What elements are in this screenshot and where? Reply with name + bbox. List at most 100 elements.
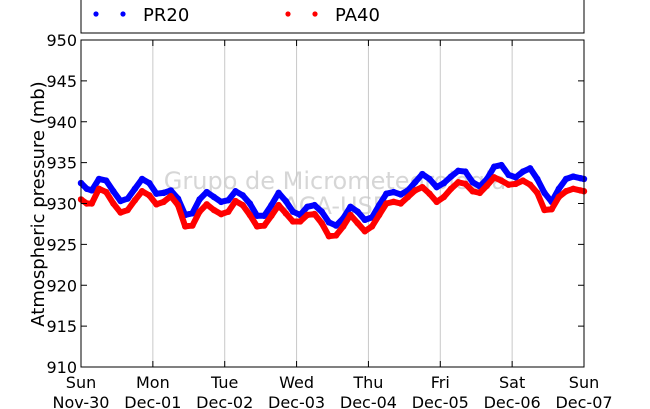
- data-point: [490, 163, 498, 170]
- data-point: [526, 181, 534, 188]
- data-point: [562, 188, 570, 195]
- data-point: [282, 197, 289, 205]
- data-point: [131, 197, 139, 204]
- data-point: [447, 173, 455, 180]
- data-point: [311, 210, 318, 218]
- data-point: [462, 168, 469, 175]
- data-point: [203, 188, 210, 196]
- data-point: [268, 201, 275, 209]
- data-point: [368, 223, 376, 230]
- data-point: [304, 203, 311, 210]
- data-point: [512, 174, 519, 181]
- data-point: [83, 185, 90, 192]
- data-point: [153, 190, 160, 197]
- data-point: [397, 191, 404, 198]
- x-tick-label-day: Fri: [431, 373, 450, 392]
- data-point: [426, 190, 433, 197]
- data-point: [189, 222, 196, 229]
- x-tick-label-date: Nov-30: [53, 393, 110, 409]
- data-point: [282, 210, 289, 217]
- data-point: [311, 201, 318, 209]
- data-point: [196, 208, 203, 215]
- data-point: [534, 189, 541, 197]
- x-tick-label-date: Dec-05: [412, 393, 469, 409]
- data-point: [541, 189, 548, 197]
- data-point: [455, 179, 462, 186]
- legend-entry-pr20: PR20: [93, 5, 189, 26]
- data-point: [160, 189, 167, 197]
- data-point: [225, 208, 232, 215]
- data-point: [469, 179, 476, 186]
- data-point: [455, 167, 462, 174]
- data-point: [146, 192, 153, 199]
- data-point: [570, 185, 577, 192]
- x-tick-label-date: Dec-01: [124, 393, 181, 409]
- data-point: [397, 200, 404, 207]
- data-point: [462, 180, 469, 188]
- data-point: [296, 218, 304, 225]
- data-point: [181, 223, 189, 230]
- data-point: [354, 208, 361, 215]
- x-tick-label-date: Dec-04: [340, 393, 397, 409]
- data-point: [102, 188, 110, 196]
- data-point: [483, 182, 491, 189]
- data-point: [253, 212, 261, 219]
- data-point: [476, 189, 484, 197]
- data-point: [217, 210, 225, 218]
- data-point: [541, 206, 548, 214]
- legend-label-pa40: PA40: [335, 5, 380, 26]
- data-point: [498, 177, 505, 184]
- data-point: [548, 206, 555, 213]
- data-point: [570, 173, 577, 180]
- data-point: [440, 179, 448, 187]
- data-point: [304, 211, 311, 219]
- data-point: [505, 171, 512, 179]
- data-point: [253, 223, 261, 230]
- data-point: [411, 179, 419, 186]
- legend-label-pr20: PR20: [143, 5, 189, 26]
- data-point: [232, 197, 239, 205]
- data-point: [469, 188, 476, 195]
- data-point: [404, 193, 412, 201]
- data-point: [261, 222, 268, 229]
- data-point: [555, 185, 563, 192]
- data-point: [512, 180, 519, 188]
- data-point: [318, 208, 325, 215]
- data-point: [447, 185, 455, 192]
- data-point: [110, 188, 117, 195]
- y-tick-label: 925: [46, 235, 77, 254]
- data-point: [246, 200, 254, 207]
- legend-marker-pr20-2: [120, 11, 126, 17]
- data-point: [318, 219, 325, 227]
- data-point: [519, 168, 527, 175]
- x-tick-label-day: Sun: [66, 373, 96, 392]
- data-point: [376, 211, 383, 219]
- data-point: [246, 211, 254, 219]
- y-tick-label: 945: [46, 72, 77, 91]
- data-point: [347, 211, 354, 219]
- data-point: [160, 198, 167, 206]
- data-point: [124, 206, 131, 214]
- data-point: [275, 189, 282, 197]
- data-point: [131, 185, 139, 192]
- x-tick-label-day: Sat: [499, 373, 525, 392]
- axis-ticks: 910915920925930935940945950SunNov-30MonD…: [46, 31, 612, 409]
- legend-marker-pa40-2: [312, 11, 318, 17]
- data-point: [332, 232, 340, 239]
- data-point: [440, 193, 448, 201]
- data-point: [196, 196, 203, 203]
- data-point: [289, 208, 297, 215]
- data-point: [433, 198, 440, 206]
- data-point: [534, 175, 541, 183]
- data-point: [411, 187, 419, 194]
- y-tick-label: 930: [46, 195, 77, 214]
- data-point: [498, 161, 505, 169]
- data-point: [174, 201, 182, 209]
- data-point: [117, 197, 124, 205]
- data-point: [390, 188, 397, 196]
- y-tick-label: 935: [46, 154, 77, 173]
- data-point: [419, 183, 426, 191]
- data-point: [110, 200, 117, 207]
- x-tick-label-day: Mon: [136, 373, 170, 392]
